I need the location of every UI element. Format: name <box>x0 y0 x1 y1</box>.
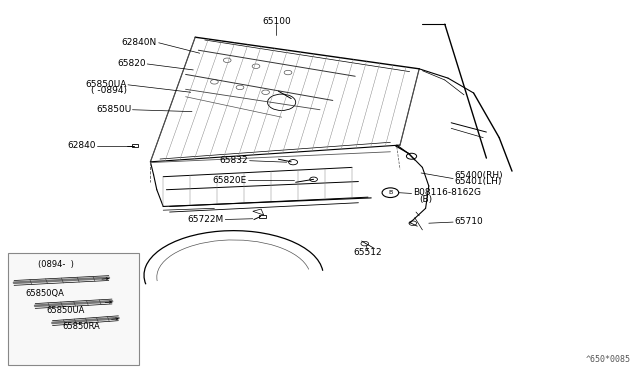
Text: 65850U: 65850U <box>96 105 131 114</box>
Text: 62840N: 62840N <box>122 38 157 47</box>
Text: 65722M: 65722M <box>188 215 224 224</box>
Text: 65400(RH): 65400(RH) <box>454 171 503 180</box>
Text: 65850RA: 65850RA <box>63 322 100 331</box>
Text: 65820: 65820 <box>117 60 146 68</box>
Text: ( -0894): ( -0894) <box>91 86 127 95</box>
Text: 65401(LH): 65401(LH) <box>454 177 502 186</box>
Bar <box>132 144 138 147</box>
Text: 65850QA: 65850QA <box>26 289 65 298</box>
Bar <box>259 215 266 218</box>
Text: 65100: 65100 <box>262 17 291 26</box>
Text: 65710: 65710 <box>454 217 483 226</box>
Text: (0894-  ): (0894- ) <box>38 260 74 269</box>
Text: (B): (B) <box>419 195 433 203</box>
Text: 62840: 62840 <box>67 141 96 150</box>
Text: 65820E: 65820E <box>212 176 246 185</box>
Text: 65512: 65512 <box>354 248 382 257</box>
Text: 65832: 65832 <box>220 156 248 165</box>
Text: B: B <box>388 190 392 195</box>
Bar <box>8 253 139 365</box>
Text: B08116-8162G: B08116-8162G <box>413 188 481 197</box>
Text: ^650*0085: ^650*0085 <box>586 355 630 364</box>
Text: 65850UA: 65850UA <box>46 306 84 315</box>
Text: 65850UA: 65850UA <box>85 80 127 89</box>
